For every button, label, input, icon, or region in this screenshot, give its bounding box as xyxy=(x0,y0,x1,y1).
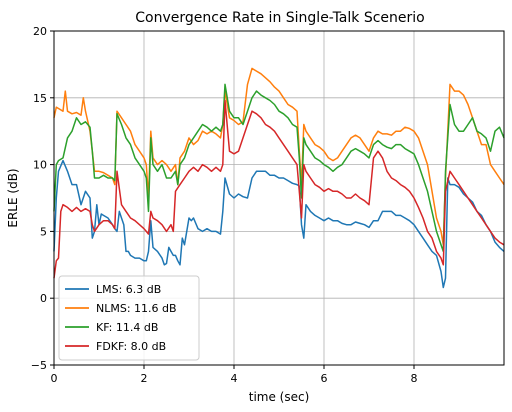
x-tick-label: 8 xyxy=(411,372,418,385)
series-line xyxy=(53,159,505,289)
x-tick-label: 2 xyxy=(141,372,148,385)
legend-label: KF: 11.4 dB xyxy=(96,321,158,334)
y-tick-label: 15 xyxy=(33,92,47,105)
legend-label: FDKF: 8.0 dB xyxy=(96,340,166,353)
axis-ticks: 0 2 4 6 8 −5 0 5 10 15 20 xyxy=(31,25,418,385)
y-tick-label: 0 xyxy=(40,292,47,305)
y-tick-label: 10 xyxy=(33,159,47,172)
x-tick-label: 0 xyxy=(51,372,58,385)
legend-box xyxy=(58,275,200,361)
x-tick-label: 6 xyxy=(321,372,328,385)
legend-label: LMS: 6.3 dB xyxy=(96,283,161,296)
chart-title: Convergence Rate in Single-Talk Scenerio xyxy=(135,10,424,26)
y-tick-label: 5 xyxy=(40,225,47,238)
y-tick-label: 20 xyxy=(33,25,47,38)
series-line xyxy=(53,99,505,279)
series-line xyxy=(53,83,505,253)
legend: LMS: 6.3 dB NLMS: 11.6 dB KF: 11.4 dB FDKF:… xyxy=(58,275,200,361)
y-axis-label: ERLE (dB) xyxy=(6,168,20,227)
plot-frame xyxy=(53,30,505,366)
y-tick-label: −5 xyxy=(31,359,47,372)
series-layer xyxy=(53,67,505,289)
legend-label: NLMS: 11.6 dB xyxy=(96,302,177,315)
x-axis-label: time (sec) xyxy=(249,390,310,404)
x-tick-label: 4 xyxy=(231,372,238,385)
